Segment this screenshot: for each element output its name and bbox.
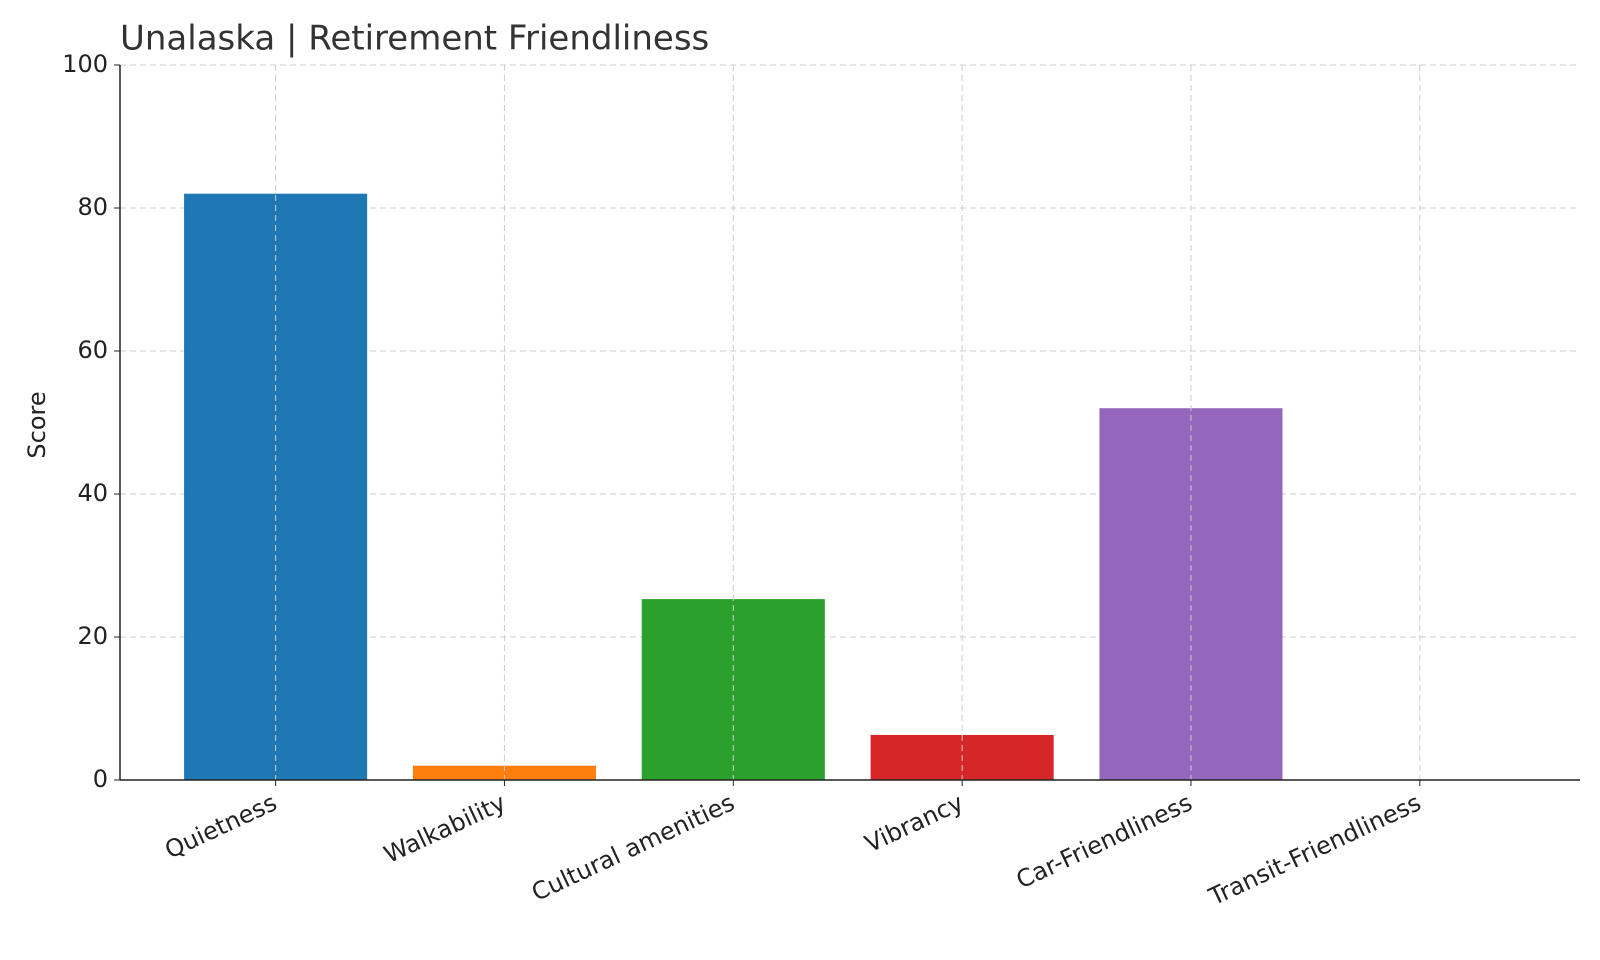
bar (1099, 408, 1283, 780)
y-axis-label: Score (23, 391, 51, 458)
x-tick-label: Cultural amenities (527, 788, 738, 906)
y-tick-label: 60 (77, 336, 108, 364)
y-tick-label: 80 (77, 193, 108, 221)
x-tick-label: Vibrancy (861, 788, 968, 858)
bar (412, 765, 596, 780)
y-tick-label: 100 (62, 50, 108, 78)
x-tick-label: Transit-Friendliness (1204, 788, 1425, 911)
x-tick-label: Walkability (380, 788, 510, 869)
x-tick-label: Quietness (161, 788, 282, 864)
x-tick-label: Car-Friendliness (1012, 788, 1197, 894)
y-tick-label: 40 (77, 479, 108, 507)
chart-title: Unalaska | Retirement Friendliness (120, 19, 709, 59)
y-tick-label: 20 (77, 622, 108, 650)
y-tick-label: 0 (93, 765, 108, 793)
